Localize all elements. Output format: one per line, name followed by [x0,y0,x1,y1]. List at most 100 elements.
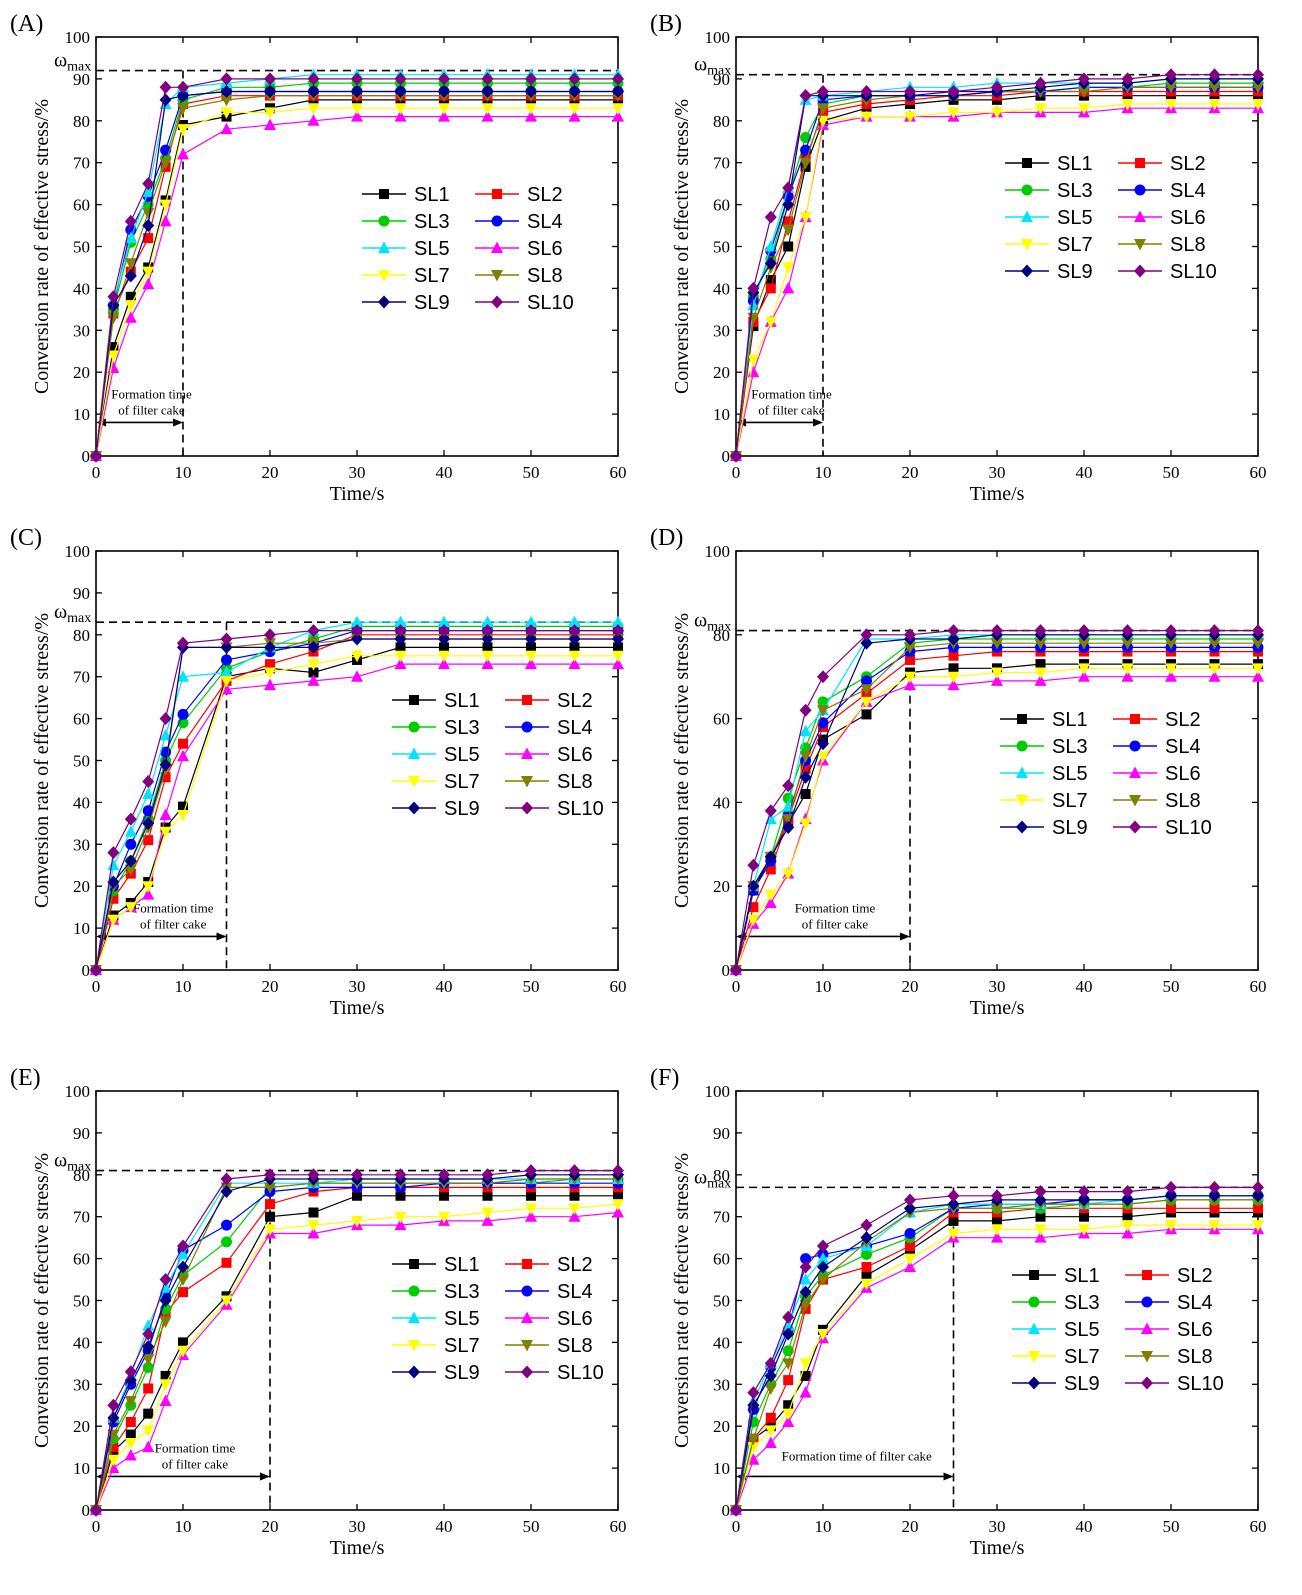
legend-label: SL2 [1165,709,1201,731]
x-tick-label: 40 [436,463,453,482]
data-point-SL8 [142,207,155,220]
data-point-SL7 [1121,99,1134,111]
data-point-SL8 [782,224,795,237]
legend-marker-SL10 [1129,820,1141,834]
data-point-SL8 [1252,638,1264,650]
data-point-SL10 [1165,68,1177,82]
data-point-SL9 [1208,1189,1221,1203]
y-tick-label: 100 [705,1082,731,1101]
omega-symbol: ω [54,50,67,72]
y-tick-label: 80 [73,1166,90,1185]
data-point-SL9 [612,632,624,646]
data-point-SL7 [142,1425,155,1437]
legend-label: SL6 [1165,763,1201,785]
legend-marker-SL5 [408,1311,420,1323]
data-point-SL3 [221,1236,232,1248]
legend-label: SL4 [557,1281,593,1303]
series-line-SL9 [735,634,1258,971]
data-point-SL9 [1078,1193,1090,1207]
chart-panel-2: (C) 0 10 20 30 40 50 60 70 80 90 100 0 10 20 30 40 50 60 Ti… [10,525,627,1019]
legend-marker-SL9 [408,1365,420,1379]
y-tick-label: 10 [713,405,730,424]
x-tick-label: 50 [1163,977,1180,996]
data-point-SL10 [1165,624,1177,638]
x-tick-label: 10 [815,977,832,996]
data-point-SL6 [307,114,320,126]
data-point-SL10 [1078,72,1090,86]
data-point-SL7 [264,1224,276,1236]
data-point-SL9 [947,632,960,646]
data-point-SL7 [107,914,120,927]
data-point-SL10 [782,779,795,793]
data-point-SL10 [799,703,812,717]
y-tick-label: 70 [73,154,90,173]
data-point-SL8 [264,1182,276,1194]
data-point-SL1 [948,663,959,674]
legend-label: SL9 [1052,817,1088,839]
legend-marker-SL4 [491,215,503,227]
legend-marker-SL5 [1016,766,1028,778]
y-tick-label: 20 [713,363,730,382]
data-point-SL8 [220,94,233,107]
x-tick-label: 40 [436,1517,453,1536]
legend-marker-SL6 [1134,210,1146,222]
data-point-SL10 [220,1172,233,1186]
data-point-SL7 [860,1278,873,1291]
data-point-SL6 [782,1415,795,1428]
data-point-SL7 [764,316,777,329]
x-tick-label: 40 [1076,1517,1093,1536]
legend-label: SL6 [527,238,563,260]
data-point-SL7 [1252,99,1264,111]
data-point-SL2 [765,864,776,875]
y-tick-label: 20 [713,877,730,896]
data-point-SL10 [438,72,450,86]
data-point-SL10 [124,214,137,228]
x-tick-label: 20 [902,463,919,482]
data-point-SL8 [817,103,829,115]
data-point-SL10 [351,624,363,638]
omega-max-label: ωmax [694,1166,731,1191]
y-tick-label: 0 [722,1501,731,1520]
data-point-SL6 [142,888,155,900]
data-point-SL5 [612,615,624,628]
data-point-SL9 [799,770,812,784]
data-point-SL10 [307,624,320,638]
data-point-SL10 [142,1327,155,1341]
data-point-SL1 [1079,1211,1089,1222]
series-line-SL1 [735,95,1258,457]
data-point-SL6 [1121,1226,1134,1239]
data-point-SL9 [438,84,450,98]
legend-label: SL4 [1177,1292,1213,1314]
data-point-SL2 [783,216,794,227]
data-point-SL6 [525,110,537,122]
data-point-SL9 [220,1185,233,1199]
data-point-SL10 [747,281,760,295]
data-point-SL1 [482,1190,493,1201]
data-point-SL5 [220,666,233,678]
legend-label: SL4 [527,211,563,233]
data-point-SL10 [142,177,155,191]
data-point-SL7 [438,650,450,663]
data-point-SL10 [525,72,537,86]
data-point-SL6 [394,110,407,122]
omega-subscript: max [707,620,731,635]
formation-arrow-head-right [943,1472,954,1481]
data-point-SL2 [178,738,188,749]
data-point-SL7 [307,1220,320,1232]
data-point-SL8 [142,1354,155,1366]
series-line-SL7 [95,107,618,457]
data-point-SL10 [438,1168,450,1182]
x-tick-label: 60 [1250,977,1267,996]
series-line-SL9 [95,1174,618,1511]
legend-marker-SL3 [408,721,420,733]
data-point-SL10 [817,1239,829,1253]
x-tick-label: 20 [262,1517,279,1536]
data-point-SL7 [817,1329,829,1341]
x-tick-label: 50 [1163,463,1180,482]
legend-marker-SL8 [521,776,533,788]
legend-label: SL6 [1177,1319,1213,1341]
omega-max-label: ωmax [54,1150,91,1175]
chart-panel-5: (F) 0 10 20 30 40 50 60 70 80 90 100 0 10 20 30 40 50 60 Ti… [650,1065,1267,1559]
y-tick-label: 0 [722,447,731,466]
data-point-SL10 [1121,624,1134,638]
